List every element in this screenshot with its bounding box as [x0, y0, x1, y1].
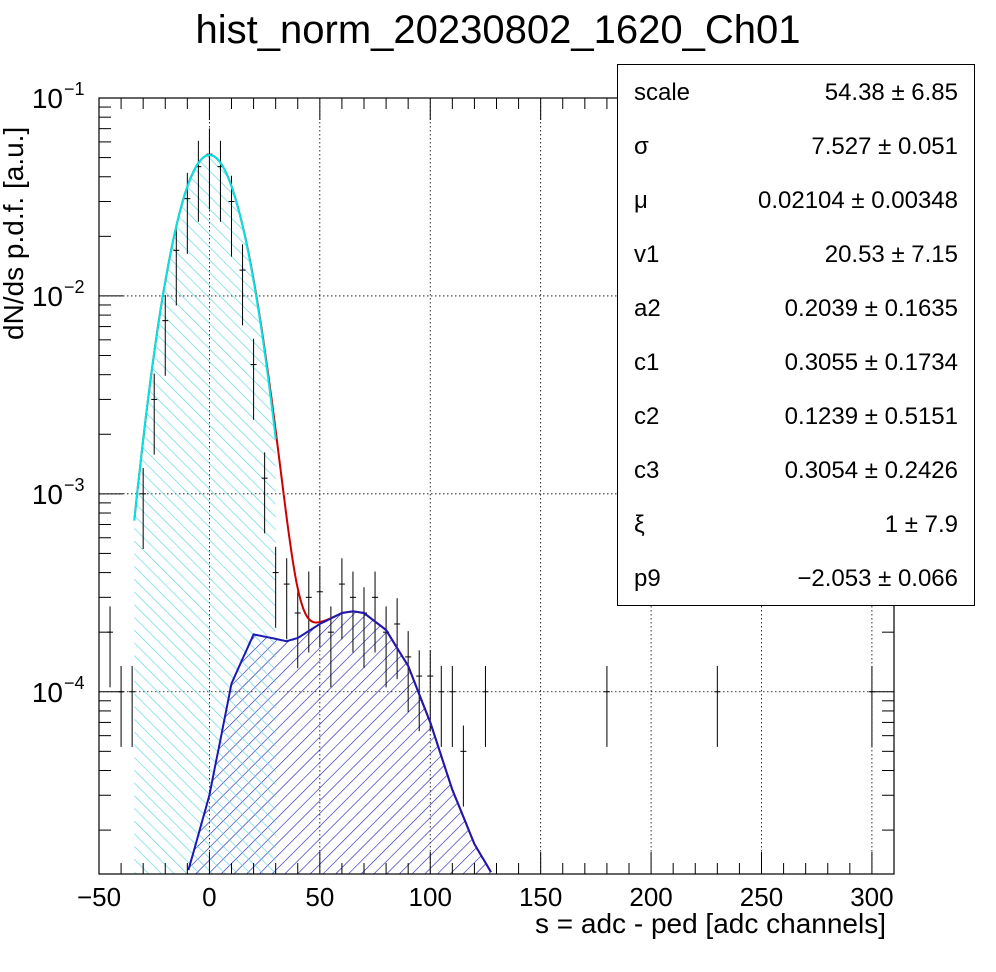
fit-parameter-name: c2 [634, 403, 660, 430]
y-tick-label-exponent: −3 [64, 475, 85, 495]
x-tick-label: 0 [202, 882, 216, 912]
fit-parameter-value: 0.1239 ± 0.5151 [784, 403, 958, 430]
pedestal-fit-curve [133, 153, 277, 521]
fit-parameter-value: 1 ± 7.9 [884, 511, 958, 538]
fit-parameters-box: scale 54.38 ± 6.85 σ 7.527 ± 0.051 μ 0.02104 … [617, 64, 975, 606]
chart-title: hist_norm_20230802_1620_Ch01 [195, 8, 801, 52]
fit-parameter-name: c1 [634, 349, 660, 376]
fit-parameter-name: c3 [634, 457, 660, 484]
fit-parameter-row: μ 0.02104 ± 0.00348 [618, 173, 974, 227]
pedestal-fit-area [134, 155, 276, 874]
fit-parameter-row: p9 −2.053 ± 0.066 [618, 551, 974, 605]
y-tick-label-exponent: −1 [64, 79, 85, 99]
signal-fit-curve [187, 610, 492, 873]
y-tick-label: 10 [32, 677, 63, 708]
fit-parameter-name: μ [634, 187, 648, 214]
fit-parameter-value: 0.02104 ± 0.00348 [757, 187, 958, 214]
fit-parameter-row: a2 0.2039 ± 0.1635 [618, 281, 974, 335]
fit-parameter-value: 20.53 ± 7.15 [824, 241, 958, 268]
fit-parameter-row: σ 7.527 ± 0.051 [618, 119, 974, 173]
fit-parameter-value: 0.3054 ± 0.2426 [784, 457, 958, 484]
x-axis-title: s = adc - ped [adc channels] [535, 908, 886, 939]
fit-parameter-row: v1 20.53 ± 7.15 [618, 227, 974, 281]
fit-parameter-row: c3 0.3054 ± 0.2426 [618, 443, 974, 497]
fit-parameter-row: scale 54.38 ± 6.85 [618, 65, 974, 119]
fit-parameter-value: 54.38 ± 6.85 [824, 79, 958, 106]
y-axis-title: dN/ds p.d.f. [a.u.] [0, 126, 29, 340]
fit-parameter-name: v1 [634, 241, 660, 268]
fit-curves [133, 153, 492, 873]
x-tick-label: 250 [740, 882, 783, 912]
fit-parameter-name: a2 [634, 295, 661, 322]
fit-parameter-row: c1 0.3055 ± 0.1734 [618, 335, 974, 389]
fit-parameter-name: p9 [634, 565, 661, 592]
y-tick-label-exponent: −2 [64, 277, 85, 297]
fit-parameter-name: σ [634, 133, 649, 160]
y-tick-label: 10 [32, 479, 63, 510]
x-tick-label: −50 [77, 882, 121, 912]
fit-parameter-name: ξ [634, 511, 645, 538]
fit-parameter-value: 0.2039 ± 0.1635 [784, 295, 958, 322]
fit-parameter-name: scale [634, 79, 691, 106]
fit-parameter-value: 0.3055 ± 0.1734 [784, 349, 958, 376]
x-tick-label: 50 [305, 882, 334, 912]
y-tick-label: 10 [32, 83, 63, 114]
x-tick-label: 100 [409, 882, 452, 912]
y-tick-label: 10 [32, 281, 63, 312]
x-tick-label: 200 [629, 882, 672, 912]
fit-fill-areas [134, 155, 493, 874]
x-tick-label: 300 [850, 882, 893, 912]
fit-parameter-value: 7.527 ± 0.051 [811, 133, 958, 160]
y-tick-label-exponent: −4 [64, 673, 85, 693]
fit-parameter-row: ξ 1 ± 7.9 [618, 497, 974, 551]
fit-parameter-row: c2 0.1239 ± 0.5151 [618, 389, 974, 443]
x-tick-label: 150 [519, 882, 562, 912]
fit-parameter-value: −2.053 ± 0.066 [797, 565, 958, 592]
